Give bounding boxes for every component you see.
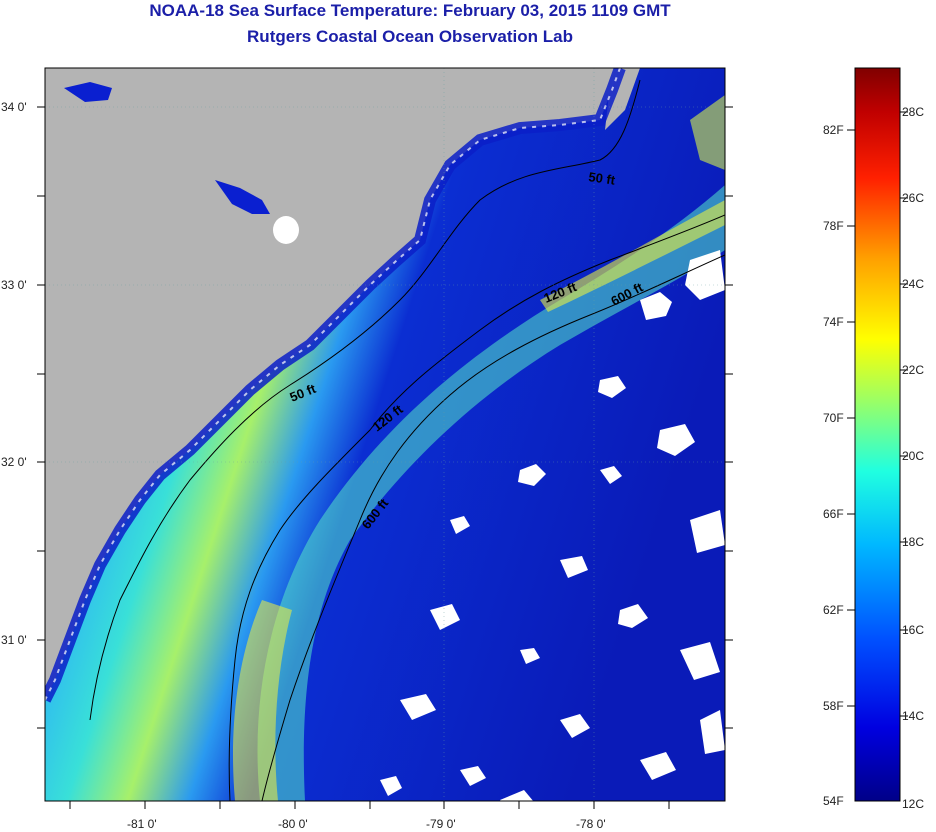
inland-lake <box>215 180 270 214</box>
colorbar-ticks <box>847 111 908 717</box>
colorbar-f-label: 62F <box>823 603 844 617</box>
colorbar-f-label: 70F <box>823 411 844 425</box>
colorbar-f-label: 66F <box>823 507 844 521</box>
colorbar-c-label: 26C <box>902 191 924 205</box>
cloud-mask <box>380 250 725 801</box>
contour-label: 50 ft <box>588 169 617 188</box>
colorbar-f-label: 82F <box>823 123 844 137</box>
colorbar-c-label: 28C <box>902 105 924 119</box>
lat-label: 34 0' <box>1 100 27 114</box>
contour-600ft <box>261 254 725 801</box>
colorbar-c-label: 14C <box>902 709 924 723</box>
colorbar-f-label: 54F <box>823 794 844 808</box>
lat-label: 33 0' <box>1 278 27 292</box>
inland-lake <box>64 82 112 102</box>
lon-label: -80 0' <box>278 817 308 831</box>
lon-label: -79 0' <box>426 817 456 831</box>
colorbar-f-label: 78F <box>823 219 844 233</box>
colorbar-f-label: 58F <box>823 699 844 713</box>
map-subtitle: Rutgers Coastal Ocean Observation Lab <box>247 27 573 46</box>
colorbar-c-label: 16C <box>902 623 924 637</box>
colorbar-c-label: 12C <box>902 797 924 811</box>
contour-50ft <box>89 79 641 721</box>
contour-120ft <box>228 214 725 801</box>
warm-patch <box>540 200 725 312</box>
colorbar-f-label: 74F <box>823 315 844 329</box>
map-title: NOAA-18 Sea Surface Temperature: Februar… <box>149 1 671 20</box>
colorbar-c-label: 24C <box>902 277 924 291</box>
warm-patch <box>690 95 725 170</box>
graticule <box>45 68 725 801</box>
axis-ticks <box>37 106 733 809</box>
land-mass <box>45 68 620 700</box>
colorbar-c-label: 20C <box>902 449 924 463</box>
colorbar-c-label: 18C <box>902 535 924 549</box>
colorbar <box>854 67 901 802</box>
map-frame <box>44 67 726 802</box>
lon-label: -78 0' <box>576 817 606 831</box>
lon-label: -81 0' <box>127 817 157 831</box>
inland-lake <box>273 216 299 244</box>
lat-label: 32 0' <box>1 455 27 469</box>
coastline <box>45 68 621 701</box>
colorbar-c-label: 22C <box>902 363 924 377</box>
lat-label: 31 0' <box>1 633 27 647</box>
warm-patch <box>233 600 292 801</box>
